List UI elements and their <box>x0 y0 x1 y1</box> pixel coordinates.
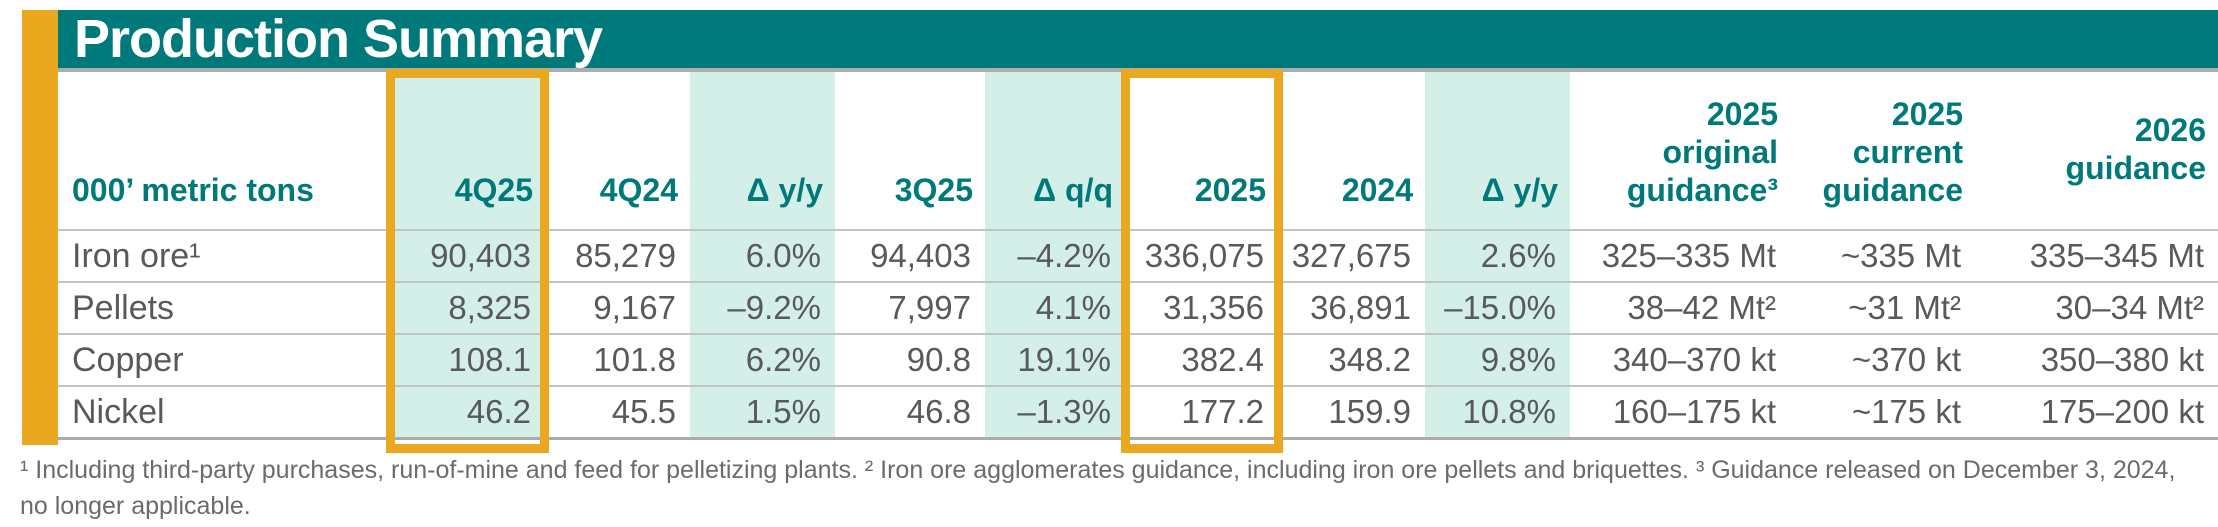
cell-nickel-delta-yy-qtr: 1.5% <box>690 387 835 437</box>
column-header-2024: 2024 <box>1341 172 1413 208</box>
cell-copper-2025: 382.4 <box>1181 341 1264 378</box>
cell-pellets-2024: 36,891 <box>1310 289 1411 326</box>
title-band: Production Summary <box>58 10 2218 72</box>
production-table: 000’ metric tons 4Q25 4Q24 Δ y/y 3Q25 Δ … <box>58 72 2218 440</box>
cell-iron-ore-2026-guidance: 335–345 Mt <box>2029 237 2204 274</box>
cell-iron-ore-4q24: 85,279 <box>575 237 676 274</box>
column-header-2025-current-guidance: 2025 current guidance <box>1822 96 1963 208</box>
column-header-delta-qq: Δ q/q <box>985 72 1125 229</box>
cell-iron-ore-4q25: 90,403 <box>390 231 545 281</box>
row-label-pellets: Pellets <box>72 288 175 327</box>
column-header-unit: 000’ metric tons <box>72 172 314 208</box>
cell-pellets-4q24: 9,167 <box>593 289 676 326</box>
row-label-copper: Copper <box>72 340 184 379</box>
cell-copper-4q24: 101.8 <box>593 341 676 378</box>
cell-copper-3q25: 90.8 <box>906 341 971 378</box>
cell-pellets-2025: 31,356 <box>1163 289 1264 326</box>
column-header-2026-guidance: 2026 guidance <box>2065 112 2206 186</box>
cell-copper-delta-qq: 19.1% <box>985 335 1125 385</box>
cell-pellets-delta-qq: 4.1% <box>985 283 1125 333</box>
column-header-3q25: 3Q25 <box>894 172 973 208</box>
table-body: Iron ore¹ 90,403 85,279 6.0% 94,403 –4.2… <box>58 229 2218 437</box>
left-accent-bar <box>22 10 58 445</box>
cell-copper-delta-yy-year: 9.8% <box>1425 335 1570 385</box>
cell-copper-4q25: 108.1 <box>390 335 545 385</box>
column-header-4q25: 4Q25 <box>390 72 545 229</box>
column-header-4q24: 4Q24 <box>599 172 678 208</box>
cell-iron-ore-delta-yy-year: 2.6% <box>1425 231 1570 281</box>
cell-nickel-delta-yy-year: 10.8% <box>1425 387 1570 437</box>
table-row-iron-ore: Iron ore¹ 90,403 85,279 6.0% 94,403 –4.2… <box>58 229 2218 281</box>
cell-nickel-2024: 159.9 <box>1328 393 1411 430</box>
cell-iron-ore-2024: 327,675 <box>1291 237 1411 274</box>
cell-iron-ore-3q25: 94,403 <box>870 237 971 274</box>
cell-iron-ore-2025: 336,075 <box>1144 237 1264 274</box>
row-label-iron-ore: Iron ore¹ <box>72 236 201 275</box>
cell-iron-ore-original-guidance: 325–335 Mt <box>1601 237 1776 274</box>
cell-pellets-delta-yy-year: –15.0% <box>1425 283 1570 333</box>
cell-copper-2024: 348.2 <box>1328 341 1411 378</box>
cell-nickel-2025: 177.2 <box>1181 393 1264 430</box>
cell-nickel-original-guidance: 160–175 kt <box>1612 393 1776 430</box>
cell-iron-ore-delta-yy-qtr: 6.0% <box>690 231 835 281</box>
cell-pellets-3q25: 7,997 <box>888 289 971 326</box>
cell-nickel-current-guidance: ~175 kt <box>1851 393 1961 430</box>
page-title: Production Summary <box>74 9 603 69</box>
cell-nickel-4q25: 46.2 <box>390 387 545 437</box>
cell-iron-ore-delta-qq: –4.2% <box>985 231 1125 281</box>
table-row-copper: Copper 108.1 101.8 6.2% 90.8 19.1% 382.4… <box>58 333 2218 385</box>
cell-pellets-original-guidance: 38–42 Mt² <box>1627 289 1776 326</box>
cell-copper-2026-guidance: 350–380 kt <box>2040 341 2204 378</box>
table-header: 000’ metric tons 4Q25 4Q24 Δ y/y 3Q25 Δ … <box>58 72 2218 229</box>
cell-nickel-4q24: 45.5 <box>611 393 676 430</box>
table-row-nickel: Nickel 46.2 45.5 1.5% 46.8 –1.3% 177.2 1… <box>58 385 2218 437</box>
table-row-pellets: Pellets 8,325 9,167 –9.2% 7,997 4.1% 31,… <box>58 281 2218 333</box>
cell-copper-original-guidance: 340–370 kt <box>1612 341 1776 378</box>
cell-nickel-delta-qq: –1.3% <box>985 387 1125 437</box>
cell-pellets-current-guidance: ~31 Mt² <box>1848 289 1961 326</box>
cell-nickel-2026-guidance: 175–200 kt <box>2040 393 2204 430</box>
cell-iron-ore-current-guidance: ~335 Mt <box>1840 237 1961 274</box>
cell-pellets-delta-yy-qtr: –9.2% <box>690 283 835 333</box>
cell-pellets-2026-guidance: 30–34 Mt² <box>2055 289 2204 326</box>
column-header-2025: 2025 <box>1194 172 1266 208</box>
column-header-2025-original-guidance: 2025 original guidance³ <box>1626 96 1778 208</box>
footnote: ¹ Including third-party purchases, run-o… <box>20 456 2176 520</box>
cell-copper-delta-yy-qtr: 6.2% <box>690 335 835 385</box>
column-header-delta-yy-qtr: Δ y/y <box>690 72 835 229</box>
row-label-nickel: Nickel <box>72 392 165 431</box>
cell-copper-current-guidance: ~370 kt <box>1851 341 1961 378</box>
column-header-delta-yy-year: Δ y/y <box>1425 72 1570 229</box>
cell-pellets-4q25: 8,325 <box>390 283 545 333</box>
cell-nickel-3q25: 46.8 <box>906 393 971 430</box>
header-row: 000’ metric tons 4Q25 4Q24 Δ y/y 3Q25 Δ … <box>58 72 2218 229</box>
